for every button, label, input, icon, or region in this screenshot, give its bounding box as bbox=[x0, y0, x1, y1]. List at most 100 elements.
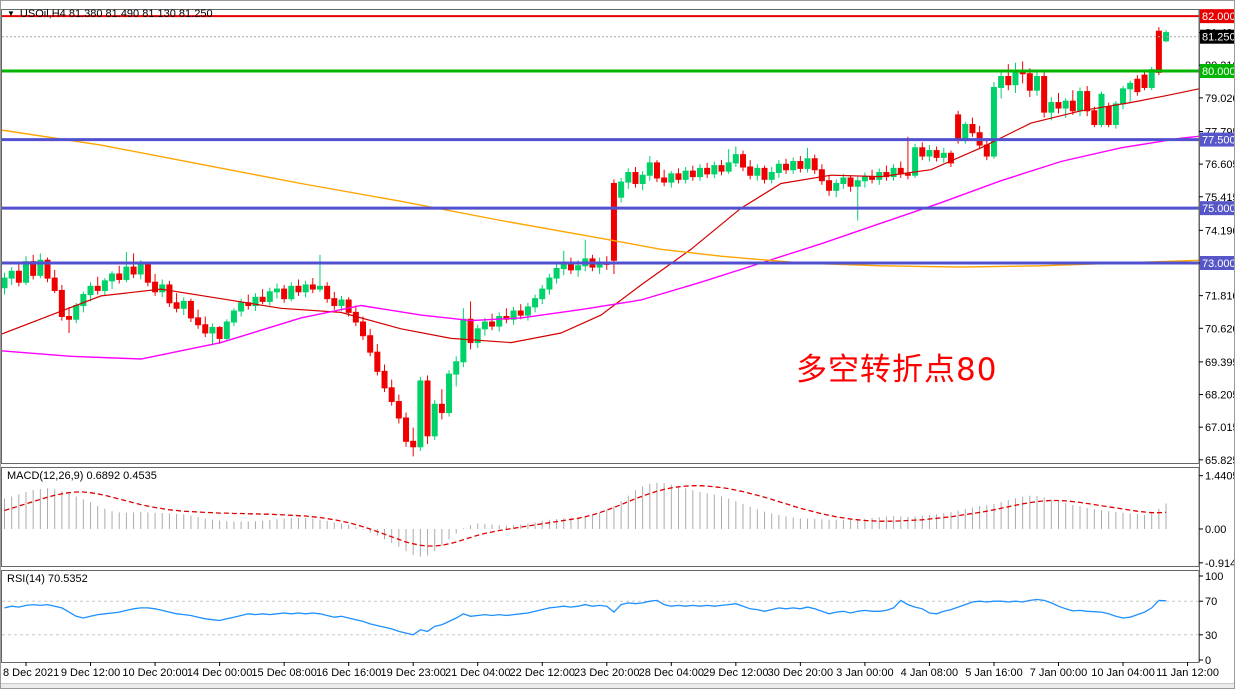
candle-up bbox=[618, 181, 625, 198]
macd-scale-label: 1.4405 bbox=[1205, 471, 1235, 483]
slow-ma-orange bbox=[1, 129, 1200, 268]
candle-up bbox=[431, 403, 438, 437]
rsi-scale-label: 70 bbox=[1205, 596, 1217, 608]
candle-up bbox=[510, 310, 517, 320]
rsi-indicator-label: RSI(14) 70.5352 bbox=[7, 573, 88, 585]
candle-up bbox=[101, 280, 108, 291]
candle-up bbox=[926, 150, 933, 157]
candle-down bbox=[438, 403, 445, 414]
candle-down bbox=[969, 123, 976, 134]
candle-down bbox=[15, 270, 22, 283]
candle-down bbox=[675, 173, 682, 180]
time-axis-label: 10 Dec 20:00 bbox=[122, 667, 187, 679]
candle-up bbox=[230, 310, 237, 323]
macd-scale-label: -0.9144 bbox=[1205, 558, 1235, 570]
candle-down bbox=[66, 315, 73, 320]
macd-signal-line bbox=[4, 485, 1167, 547]
candle-up bbox=[711, 165, 718, 175]
price-badge-text: 75.000 bbox=[1202, 203, 1235, 215]
candle-down bbox=[1091, 110, 1098, 125]
symbol-dropdown-icon[interactable]: ▼ bbox=[7, 9, 15, 18]
indicator-axis-labels: 1.4405 0.00 -0.9144100 70 30 0 bbox=[1199, 471, 1235, 667]
candle-down bbox=[1041, 75, 1048, 113]
candle-down bbox=[467, 318, 474, 344]
candle-up bbox=[496, 315, 503, 327]
candle-down bbox=[381, 370, 388, 389]
candle-down bbox=[783, 163, 790, 171]
candle-down bbox=[818, 169, 825, 182]
price-tick-label: 67.015 bbox=[1205, 422, 1235, 434]
candle-up bbox=[453, 361, 460, 375]
candle-down bbox=[195, 317, 202, 326]
candle-down bbox=[883, 171, 890, 178]
candle-down bbox=[653, 162, 660, 179]
price-badge-text: 82.000 bbox=[1202, 11, 1235, 23]
candle-down bbox=[761, 167, 768, 180]
candle-up bbox=[460, 318, 467, 363]
candle-up bbox=[87, 285, 94, 296]
moving-averages-layer bbox=[1, 88, 1200, 360]
price-tick-label: 70.620 bbox=[1205, 323, 1235, 335]
candle-up bbox=[109, 273, 116, 282]
time-axis-label: 4 Jan 08:00 bbox=[901, 667, 959, 679]
candle-up bbox=[338, 299, 345, 307]
price-badge-80.000 bbox=[1200, 64, 1234, 78]
time-axis-label: 29 Dec 12:00 bbox=[703, 667, 768, 679]
candle-down bbox=[388, 387, 395, 403]
macd-layer bbox=[4, 482, 1167, 557]
candle-up bbox=[37, 259, 44, 276]
candle-up bbox=[1048, 102, 1055, 113]
time-axis-label: 19 Dec 23:00 bbox=[380, 667, 445, 679]
candle-down bbox=[517, 310, 524, 316]
candle-up bbox=[8, 270, 15, 279]
candle-up bbox=[840, 177, 847, 184]
candle-up bbox=[1012, 70, 1019, 86]
time-axis-label: 3 Jan 00:00 bbox=[836, 667, 894, 679]
candle-up bbox=[553, 267, 560, 279]
candle-down bbox=[166, 284, 173, 304]
candle-down bbox=[324, 285, 331, 300]
candle-up bbox=[302, 284, 309, 293]
candle-down bbox=[130, 266, 137, 275]
candle-up bbox=[159, 284, 166, 293]
price-badge-text: 73.000 bbox=[1202, 258, 1235, 270]
rsi-scale-label: 100 bbox=[1205, 571, 1223, 583]
candle-down bbox=[904, 173, 911, 176]
candle-up bbox=[696, 167, 703, 178]
time-axis-label: 15 Dec 08:00 bbox=[251, 667, 316, 679]
candle-up bbox=[1077, 91, 1083, 112]
candle-up bbox=[266, 291, 273, 302]
candle-up bbox=[137, 263, 144, 275]
candle-up bbox=[1033, 75, 1040, 91]
price-tick-label: 75.415 bbox=[1205, 192, 1235, 204]
price-badge-text: 80.000 bbox=[1202, 66, 1235, 78]
candle-down bbox=[826, 180, 833, 191]
candle-up bbox=[252, 296, 259, 307]
price-badge-text: 81.250 bbox=[1202, 32, 1235, 44]
time-axis-label: 21 Dec 04:00 bbox=[445, 667, 510, 679]
rsi-scale-label: 30 bbox=[1205, 630, 1217, 642]
candle-down bbox=[1055, 102, 1062, 109]
candle-up bbox=[754, 167, 761, 176]
time-axis-label: 14 Dec 00:00 bbox=[187, 667, 252, 679]
candle-down bbox=[345, 299, 352, 313]
candle-up bbox=[524, 306, 531, 316]
candle-up bbox=[481, 321, 488, 330]
candle-down bbox=[869, 176, 876, 180]
price-badge-82.000 bbox=[1200, 9, 1234, 24]
candle-down bbox=[424, 380, 431, 437]
candle-down bbox=[1084, 91, 1091, 112]
candle-down bbox=[610, 182, 617, 261]
candle-down bbox=[281, 288, 288, 300]
price-tick-label: 69.395 bbox=[1205, 357, 1235, 369]
candle-down bbox=[1141, 74, 1148, 88]
panel-borders bbox=[1, 9, 1200, 663]
time-axis-label: 9 Dec 12:00 bbox=[61, 667, 120, 679]
candle-up bbox=[990, 86, 997, 157]
candle-down bbox=[259, 296, 266, 302]
candle-down bbox=[1005, 75, 1012, 86]
candle-down bbox=[1105, 106, 1112, 125]
price-badges: 82.000 81.250 80.000 77.500 75.000 73.000 bbox=[1200, 9, 1235, 271]
rsi-layer bbox=[2, 598, 1199, 636]
